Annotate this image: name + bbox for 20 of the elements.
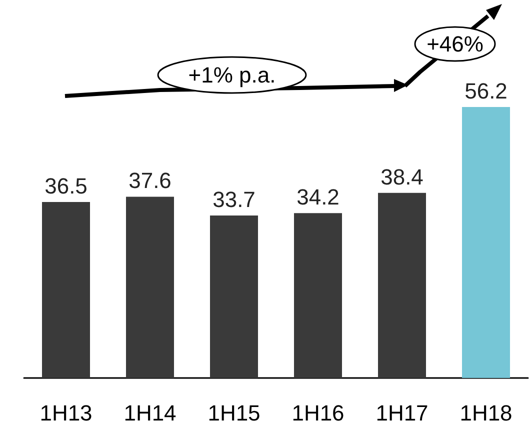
bar xyxy=(378,192,426,378)
x-tick-label: 1H14 xyxy=(124,400,176,426)
data-label: 56.2 xyxy=(464,78,508,104)
text: +1% p.a. xyxy=(188,62,276,88)
data-label: 33.7 xyxy=(212,186,256,212)
x-tick-label: 1H17 xyxy=(376,400,428,426)
bar xyxy=(294,213,342,378)
bar xyxy=(462,107,510,378)
bar xyxy=(42,202,90,378)
data-label: 38.4 xyxy=(380,164,424,190)
bar xyxy=(126,196,174,378)
data-label: 37.6 xyxy=(128,168,172,194)
x-tick-label: 1H18 xyxy=(460,400,512,426)
x-tick-label: 1H16 xyxy=(292,400,344,426)
bar xyxy=(210,215,258,378)
x-tick-label: 1H15 xyxy=(208,400,260,426)
data-label: 36.5 xyxy=(44,173,88,198)
text: +46% xyxy=(426,32,484,56)
x-tick-label: 1H13 xyxy=(40,400,92,426)
data-label: 34.2 xyxy=(296,184,340,210)
